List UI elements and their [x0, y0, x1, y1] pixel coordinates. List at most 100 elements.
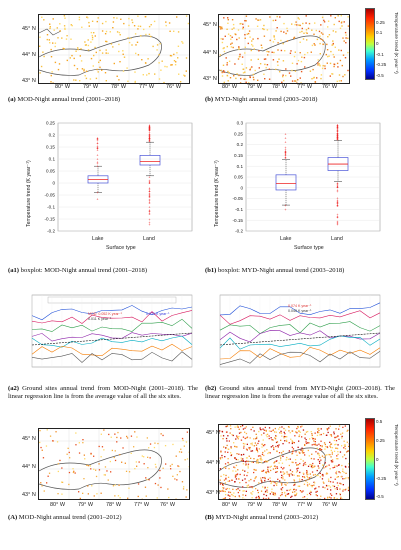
trend-pixel — [112, 21, 115, 23]
trend-pixel — [235, 33, 237, 36]
trend-pixel — [258, 19, 260, 21]
trend-pixel — [52, 18, 54, 20]
trend-pixel — [87, 485, 89, 487]
outlier: + — [97, 139, 99, 143]
trend-pixel — [336, 436, 338, 438]
trend-pixel — [106, 470, 108, 472]
trend-pixel — [282, 471, 284, 473]
trend-pixel — [141, 455, 143, 457]
trend-pixel — [61, 481, 63, 483]
trend-pixel — [221, 27, 223, 30]
trend-pixel — [347, 16, 349, 18]
outlier: + — [149, 196, 151, 200]
trend-pixel — [250, 450, 252, 452]
trend-pixel — [267, 470, 269, 472]
trend-pixel — [316, 469, 318, 472]
trend-pixel — [330, 449, 332, 452]
trend-pixel — [347, 489, 349, 492]
trend-pixel — [286, 471, 288, 473]
trend-pixel — [237, 491, 239, 494]
trend-pixel — [265, 430, 267, 432]
trend-pixel — [244, 34, 246, 36]
trend-pixel — [57, 493, 59, 495]
trend-pixel — [170, 55, 173, 57]
trend-pixel — [341, 21, 343, 23]
trend-pixel — [225, 494, 227, 496]
trend-pixel — [181, 481, 184, 483]
trend-pixel — [90, 468, 92, 470]
trend-pixel — [69, 457, 71, 459]
trend-pixel — [293, 488, 295, 490]
trend-pixel — [156, 497, 158, 499]
trend-pixel — [72, 468, 74, 470]
lon-tick: 78° W — [111, 84, 127, 90]
trend-pixel — [281, 462, 284, 464]
trend-pixel — [221, 454, 223, 457]
trend-pixel — [290, 75, 292, 77]
trend-pixel — [160, 69, 162, 71]
trend-pixel — [270, 446, 272, 448]
trend-pixel — [342, 470, 344, 472]
trend-pixel — [343, 471, 345, 474]
trend-pixel — [176, 474, 178, 476]
trend-pixel — [114, 450, 116, 452]
trend-pixel — [281, 493, 283, 496]
trend-pixel — [144, 16, 147, 18]
colorbar-title: Temperature trend (K year⁻¹) — [393, 12, 398, 74]
trend-pixel — [299, 462, 301, 465]
trend-pixel — [283, 427, 285, 430]
trend-pixel — [230, 446, 232, 448]
trend-pixel — [78, 442, 80, 444]
trend-pixel — [91, 36, 94, 39]
outlier: + — [149, 218, 151, 222]
trend-pixel — [263, 454, 265, 457]
trend-pixel — [334, 465, 336, 467]
trend-pixel — [245, 461, 247, 463]
trend-pixel — [316, 447, 318, 449]
y-tick-label: -0.1 — [47, 205, 55, 210]
trend-pixel — [114, 433, 116, 435]
trend-pixel — [319, 53, 321, 55]
trend-pixel — [292, 448, 295, 450]
outlier: + — [149, 140, 151, 144]
trend-pixel — [302, 38, 305, 40]
trend-pixel — [61, 467, 63, 469]
trend-pixel — [59, 459, 61, 462]
trend-pixel — [68, 471, 71, 474]
trend-pixel — [310, 464, 313, 466]
trend-pixel — [275, 431, 277, 433]
trend-pixel — [80, 48, 82, 50]
trend-pixel — [334, 436, 336, 439]
trend-pixel — [343, 440, 345, 442]
trend-pixel — [294, 435, 296, 437]
trend-pixel — [263, 28, 265, 31]
trend-pixel — [302, 496, 304, 499]
trend-pixel — [312, 474, 315, 476]
trend-pixel — [324, 65, 326, 67]
trend-pixel — [223, 17, 225, 19]
trend-pixel — [291, 440, 293, 442]
outlier: + — [149, 136, 151, 140]
outlier: + — [337, 136, 339, 140]
trend-pixel — [131, 21, 134, 24]
trend-pixel — [235, 470, 237, 472]
trend-pixel — [83, 70, 85, 72]
trend-pixel — [291, 442, 293, 445]
trend-pixel — [225, 474, 227, 477]
trend-pixel — [122, 50, 124, 52]
lat-tick: 43° N — [22, 492, 36, 498]
trend-pixel — [335, 473, 338, 475]
trend-pixel — [252, 76, 255, 79]
trend-pixel — [270, 469, 272, 472]
trend-pixel — [331, 447, 334, 449]
trend-pixel — [247, 484, 250, 486]
trend-pixel — [341, 464, 343, 467]
trend-pixel — [234, 63, 236, 65]
trend-pixel — [149, 457, 151, 459]
outlier: + — [285, 150, 287, 154]
trend-pixel — [51, 71, 53, 73]
trend-pixel — [329, 75, 331, 77]
trend-pixel — [177, 31, 180, 33]
trend-pixel — [113, 17, 115, 19]
outlier: + — [337, 136, 339, 140]
